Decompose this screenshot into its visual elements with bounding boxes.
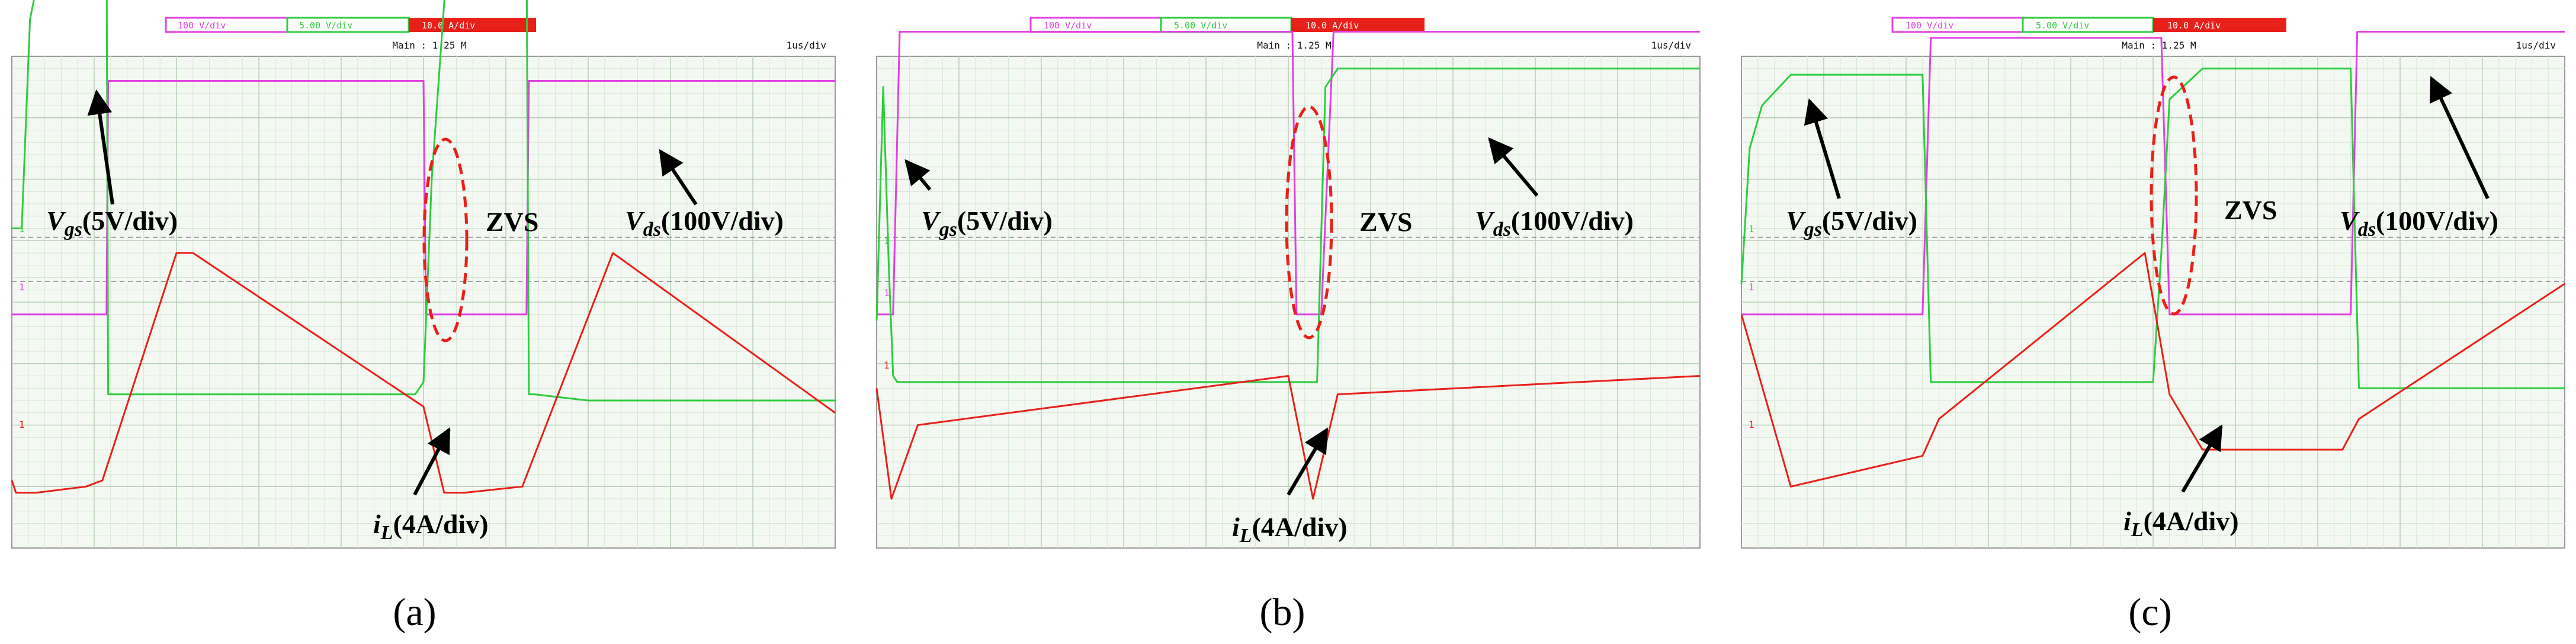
zvs-highlight-ellipse xyxy=(1285,105,1333,339)
ch1-ground-marker: 1 xyxy=(19,281,25,293)
vds-arrow xyxy=(659,149,698,206)
annotations: Vgs(5V/div) Vds(100V/div) ZVS iL(4A/div) xyxy=(904,137,1634,547)
annotations: Vgs(5V/div) Vds(100V/div) ZVS iL(4A/div) xyxy=(46,89,784,544)
vgs-annotation: Vgs(5V/div) xyxy=(46,206,178,241)
scope-header-bar: 100 V/div 5.00 V/div 10.0 A/div xyxy=(165,17,536,33)
ch-vds-setting: 100 V/div xyxy=(1044,20,1092,31)
channel-markers: 1 1 1 xyxy=(884,235,890,371)
ch-il-setting: 10.0 A/div xyxy=(422,20,475,31)
scope-traces xyxy=(11,0,836,494)
ch-il-setting: 10.0 A/div xyxy=(2167,20,2221,31)
trace-vgs xyxy=(875,68,1700,383)
vds-annotation: Vds(100V/div) xyxy=(2340,206,2498,241)
timebase-label: 1us/div xyxy=(787,40,826,51)
scope-header-bar: 100 V/div 5.00 V/div 10.0 A/div xyxy=(1891,17,2286,33)
vds-arrow xyxy=(1488,137,1539,197)
ch2-ground-marker: 1 xyxy=(19,223,25,235)
main-memory-label: Main : 1.25 M xyxy=(392,40,466,51)
ch-vgs-setting: 5.00 V/div xyxy=(2036,20,2089,31)
ch3-ground-marker: 1 xyxy=(1749,419,1754,430)
il-annotation: iL(4A/div) xyxy=(1232,512,1348,547)
main-memory-label: Main : 1.25 M xyxy=(1257,40,1331,51)
oscilloscope-panel-a: 100 V/div 5.00 V/div 10.0 A/div Main : 1… xyxy=(11,0,836,634)
ch2-ground-marker: 1 xyxy=(884,235,890,246)
vgs-arrow xyxy=(904,159,932,191)
vgs-annotation: Vgs(5V/div) xyxy=(1786,206,1917,241)
trace-il xyxy=(875,375,1701,500)
channel-markers: 1 1 1 xyxy=(1749,223,1754,430)
ch3-ground-marker: 1 xyxy=(19,419,25,430)
panel-label-c: (c) xyxy=(2128,591,2171,634)
ch-vgs-setting: 5.00 V/div xyxy=(299,20,352,31)
main-memory-label: Main : 1.25 M xyxy=(2122,40,2196,51)
scope-traces xyxy=(875,31,1701,500)
annotations: Vgs(5V/div) Vds(100V/div) ZVS iL(4A/div) xyxy=(1786,76,2498,541)
ch2-ground-marker: 1 xyxy=(1749,223,1754,235)
ch-vds-setting: 100 V/div xyxy=(1905,20,1953,31)
zvs-annotation: ZVS xyxy=(2224,195,2277,225)
vgs-annotation: Vgs(5V/div) xyxy=(921,206,1053,241)
zvs-highlight-ellipse xyxy=(2150,75,2198,316)
vgs-arrow xyxy=(87,89,114,205)
scope-grid xyxy=(876,56,1701,549)
trace-vgs xyxy=(12,0,835,402)
zvs-annotation: ZVS xyxy=(486,207,538,237)
ch1-ground-marker: 1 xyxy=(1749,281,1754,293)
trace-il xyxy=(11,252,836,494)
ch3-ground-marker: 1 xyxy=(884,360,890,371)
trace-il xyxy=(1740,252,2565,488)
vds-arrow xyxy=(2430,76,2490,200)
oscilloscope-panel-c: 100 V/div 5.00 V/div 10.0 A/div Main : 1… xyxy=(1740,17,2565,634)
il-annotation: iL(4A/div) xyxy=(373,509,489,544)
channel-markers: 1 1 1 xyxy=(19,223,25,430)
ch-vgs-setting: 5.00 V/div xyxy=(1174,20,1227,31)
il-arrow xyxy=(2181,424,2223,493)
oscilloscope-panel-b: 100 V/div 5.00 V/div 10.0 A/div Main : 1… xyxy=(875,17,1701,634)
scope-header-bar: 100 V/div 5.00 V/div 10.0 A/div xyxy=(1029,17,1425,33)
il-arrow xyxy=(413,427,451,496)
vds-annotation: Vds(100V/div) xyxy=(625,206,784,241)
panel-label-a: (a) xyxy=(393,591,436,634)
panel-label-b: (b) xyxy=(1260,591,1305,634)
il-annotation: iL(4A/div) xyxy=(2123,506,2239,541)
ch-vds-setting: 100 V/div xyxy=(178,20,226,31)
scope-traces xyxy=(1740,31,2565,488)
timebase-label: 1us/div xyxy=(1651,40,1691,51)
ch-il-setting: 10.0 A/div xyxy=(1305,20,1359,31)
trace-vgs xyxy=(1740,68,2565,389)
zvs-annotation: ZVS xyxy=(1359,207,1412,237)
vds-annotation: Vds(100V/div) xyxy=(1475,206,1634,241)
zvs-highlight-ellipse xyxy=(422,137,469,342)
vgs-arrow xyxy=(1804,98,1841,199)
il-arrow xyxy=(1287,427,1329,496)
ch1-ground-marker: 1 xyxy=(884,287,890,299)
timebase-label: 1us/div xyxy=(2516,40,2556,51)
